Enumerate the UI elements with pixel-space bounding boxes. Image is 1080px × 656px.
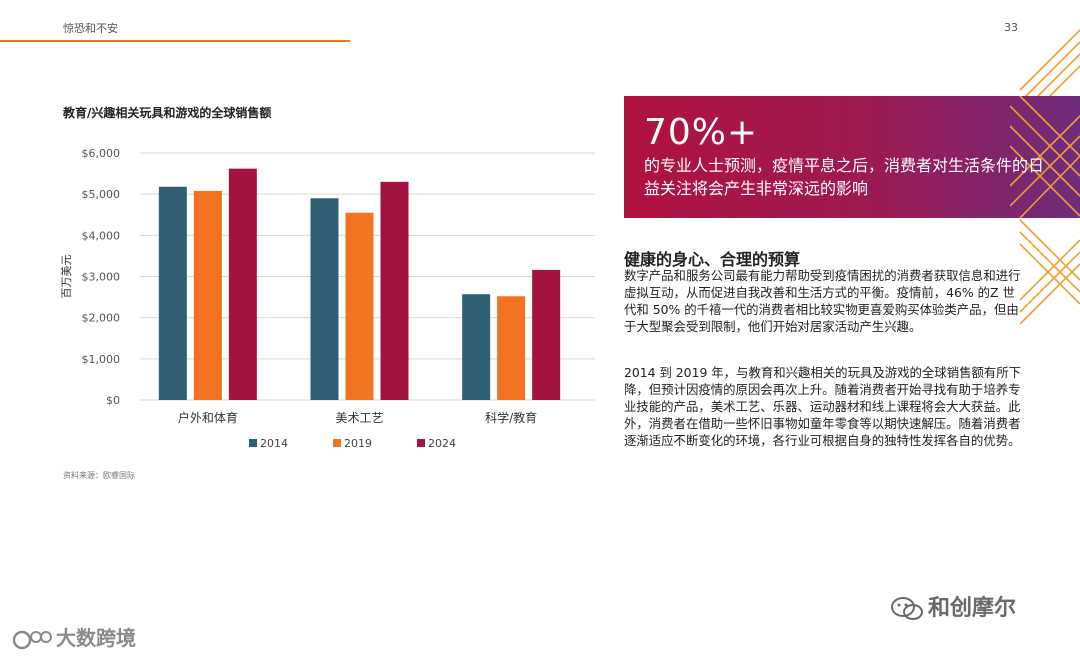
- watermark-left-text: 大数跨境: [56, 626, 136, 650]
- wechat-icon: [891, 597, 923, 620]
- sales-bar-chart: $0 $1,000 $2,000 $3,000 $4,000 $5,000 $6,000 百万…: [60, 147, 595, 450]
- y-axis-title: 百万美元: [60, 255, 73, 299]
- bar: [158, 186, 187, 400]
- y-tick-label: $5,000: [82, 188, 121, 201]
- legend-label: 2024: [428, 437, 456, 450]
- watermark-right: 和创摩尔: [890, 590, 1016, 622]
- y-tick-label: $1,000: [82, 353, 121, 366]
- y-tick-label: $2,000: [82, 312, 121, 325]
- bar: [497, 296, 526, 400]
- callout-text: 的专业人士预测，疫情平息之后，消费者对生活条件的日益关注将会产生非常深远的影响: [644, 156, 1045, 198]
- callout-box: 70%+ 的专业人士预测，疫情平息之后，消费者对生活条件的日益关注将会产生非常深…: [624, 96, 1080, 218]
- page-number: 33: [1004, 21, 1018, 34]
- legend-swatch: [333, 439, 341, 447]
- bar: [310, 198, 339, 400]
- header-title: 惊恐和不安: [63, 22, 118, 35]
- x-category-label: 科学/教育: [485, 410, 537, 425]
- bar: [532, 269, 561, 400]
- section-heading: 健康的身心、合理的预算: [624, 250, 801, 269]
- legend-swatch: [417, 439, 425, 447]
- watermark-right-text: 和创摩尔: [928, 596, 1017, 621]
- bar: [345, 212, 374, 400]
- header-line: [0, 40, 350, 42]
- bar: [193, 190, 222, 400]
- y-tick-label: $4,000: [82, 229, 121, 242]
- callout-percent: 70%+: [644, 112, 759, 153]
- legend-swatch: [249, 439, 257, 447]
- y-tick-label: $0: [106, 394, 120, 407]
- paragraph-1: 数字产品和服务公司最有能力帮助受到疫情困扰的消费者获取信息和进行虚拟互动，从而促…: [624, 268, 1021, 334]
- source-note: 资料来源：欧睿国际: [63, 471, 135, 480]
- bar: [380, 181, 409, 400]
- legend-label: 2019: [344, 437, 372, 450]
- bar: [462, 294, 491, 400]
- y-tick-label: $6,000: [82, 147, 121, 160]
- bar: [228, 168, 257, 400]
- brand-logo-icon: [12, 630, 52, 649]
- chart-title: 教育/兴趣相关玩具和游戏的全球销售额: [63, 106, 272, 120]
- x-category-label: 美术工艺: [335, 411, 383, 425]
- y-tick-label: $3,000: [82, 271, 121, 284]
- watermark-left: 大数跨境: [12, 622, 136, 652]
- paragraph-2: 2014 到 2019 年，与教育和兴趣相关的玩具及游戏的全球销售额有所下降，但…: [624, 365, 1022, 448]
- x-category-label: 户外和体育: [178, 410, 238, 425]
- legend-label: 2014: [260, 437, 288, 450]
- callout-decorative-lines: [1010, 96, 1080, 218]
